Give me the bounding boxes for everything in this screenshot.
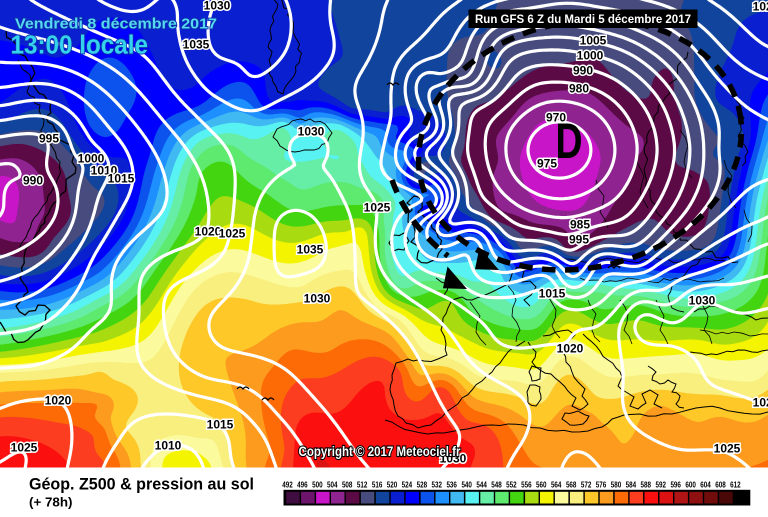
svg-text:604: 604 <box>700 481 711 490</box>
svg-text:528: 528 <box>417 481 428 490</box>
svg-text:500: 500 <box>312 481 323 490</box>
svg-text:1025: 1025 <box>753 396 768 410</box>
svg-text:1030: 1030 <box>298 125 325 139</box>
svg-text:1015: 1015 <box>108 172 135 186</box>
svg-text:980: 980 <box>569 82 589 96</box>
svg-text:548: 548 <box>491 481 502 490</box>
svg-text:990: 990 <box>23 174 43 188</box>
svg-text:1035: 1035 <box>183 38 210 52</box>
svg-text:Géop. Z500 & pression au sol: Géop. Z500 & pression au sol <box>29 476 254 494</box>
svg-text:576: 576 <box>596 481 607 490</box>
svg-text:520: 520 <box>387 481 398 490</box>
svg-text:1015: 1015 <box>539 287 566 301</box>
svg-text:1020: 1020 <box>45 394 72 408</box>
svg-text:1030: 1030 <box>304 292 331 306</box>
svg-text:608: 608 <box>715 481 726 490</box>
svg-text:1000: 1000 <box>78 152 105 166</box>
svg-text:1005: 1005 <box>580 34 607 48</box>
svg-text:1025: 1025 <box>753 0 768 14</box>
svg-text:Vendredi 8 décembre 2017: Vendredi 8 décembre 2017 <box>15 16 217 33</box>
svg-text:524: 524 <box>402 481 413 490</box>
svg-text:1010: 1010 <box>155 439 182 453</box>
svg-text:985: 985 <box>570 218 590 232</box>
svg-text:568: 568 <box>566 481 577 490</box>
svg-text:572: 572 <box>581 481 592 490</box>
svg-text:(+ 78h): (+ 78h) <box>29 495 73 510</box>
svg-text:556: 556 <box>521 481 532 490</box>
svg-text:552: 552 <box>506 481 517 490</box>
svg-text:560: 560 <box>536 481 547 490</box>
svg-text:1025: 1025 <box>714 442 741 456</box>
svg-text:536: 536 <box>446 481 457 490</box>
svg-text:612: 612 <box>730 481 741 490</box>
svg-text:600: 600 <box>685 481 696 490</box>
svg-text:975: 975 <box>537 157 557 171</box>
svg-text:564: 564 <box>551 481 562 490</box>
svg-text:970: 970 <box>546 111 566 125</box>
svg-text:1025: 1025 <box>219 227 246 241</box>
svg-text:596: 596 <box>670 481 681 490</box>
svg-text:584: 584 <box>626 481 637 490</box>
svg-text:1025: 1025 <box>11 441 38 455</box>
svg-text:512: 512 <box>357 481 368 490</box>
svg-text:588: 588 <box>641 481 652 490</box>
svg-text:580: 580 <box>611 481 622 490</box>
svg-text:508: 508 <box>342 481 353 490</box>
svg-text:532: 532 <box>432 481 443 490</box>
svg-text:1020: 1020 <box>557 342 584 356</box>
svg-text:Copyright © 2017 Meteociel.fr: Copyright © 2017 Meteociel.fr <box>299 444 462 459</box>
svg-text:516: 516 <box>372 481 383 490</box>
svg-text:1020: 1020 <box>195 225 222 239</box>
svg-text:1030: 1030 <box>440 452 467 466</box>
svg-text:496: 496 <box>297 481 308 490</box>
svg-text:1000: 1000 <box>577 49 604 63</box>
svg-text:492: 492 <box>282 481 293 490</box>
svg-text:D: D <box>556 113 583 169</box>
svg-text:1035: 1035 <box>297 243 324 257</box>
svg-text:1025: 1025 <box>364 201 391 215</box>
svg-text:544: 544 <box>476 481 487 490</box>
svg-text:592: 592 <box>656 481 667 490</box>
svg-text:995: 995 <box>39 132 59 146</box>
svg-text:995: 995 <box>569 233 589 247</box>
svg-text:1030: 1030 <box>204 0 231 13</box>
svg-text:540: 540 <box>461 481 472 490</box>
svg-text:1010: 1010 <box>91 164 118 178</box>
svg-text:990: 990 <box>573 64 593 78</box>
svg-text:13:00 locale: 13:00 locale <box>11 32 149 60</box>
svg-text:1015: 1015 <box>207 418 234 432</box>
svg-text:1030: 1030 <box>689 294 716 308</box>
svg-text:Run GFS 6 Z du Mardi 5 décembr: Run GFS 6 Z du Mardi 5 décembre 2017 <box>475 12 691 26</box>
svg-text:504: 504 <box>327 481 338 490</box>
